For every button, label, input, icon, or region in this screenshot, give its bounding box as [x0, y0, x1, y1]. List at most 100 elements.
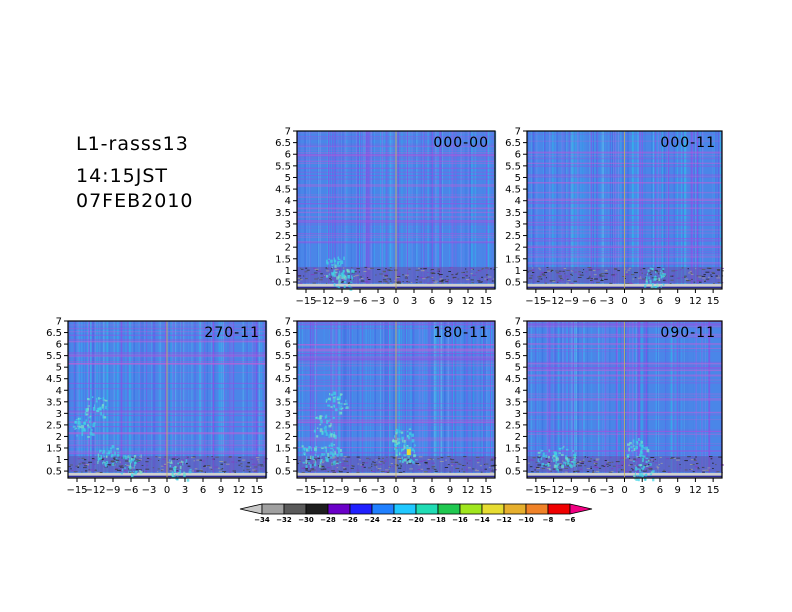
y-tick-label: 5 — [285, 363, 291, 374]
colorbar-segment — [547, 503, 571, 515]
y-tick-label: 6 — [285, 340, 291, 351]
colorbar-label: −14 — [474, 516, 490, 524]
y-tick-label: 6 — [285, 150, 291, 161]
x-tick-label: −3 — [599, 485, 614, 496]
y-tick-label: 1.5 — [275, 443, 291, 454]
y-tick-label: 4 — [515, 196, 521, 207]
colorbar-label: −28 — [320, 516, 336, 524]
x-tick-label: 0 — [621, 296, 627, 307]
y-tick-label: 2.5 — [505, 231, 521, 242]
x-tick-label: −9 — [564, 485, 579, 496]
colorbar-label: −18 — [430, 516, 446, 524]
y-tick-label: 5.5 — [46, 351, 62, 362]
x-tick-label: 0 — [164, 485, 170, 496]
echo-feature — [301, 391, 418, 469]
panel-label: 180-11 — [433, 325, 489, 341]
y-tick-label: 2 — [56, 432, 62, 443]
x-tick-label: −6 — [353, 485, 368, 496]
x-tick-label: −15 — [66, 485, 87, 496]
colorbar-label: −32 — [276, 516, 292, 524]
y-tick-label: 4.5 — [46, 374, 62, 385]
colorbar-label: −12 — [496, 516, 512, 524]
colorbar-over — [569, 503, 593, 515]
y-tick-label: 4 — [515, 386, 521, 397]
y-tick-label: 3.5 — [505, 397, 521, 408]
y-tick-label: 0.5 — [275, 467, 291, 478]
echo-feature — [72, 396, 192, 482]
x-tick-label: 0 — [393, 485, 399, 496]
date-label: 07FEB2010 — [76, 190, 194, 212]
colorbar-label: −8 — [543, 516, 554, 524]
y-tick-label: 4 — [285, 386, 291, 397]
y-tick-label: 3.5 — [46, 397, 62, 408]
y-tick-label: 1.5 — [275, 254, 291, 265]
echo-feature — [325, 256, 355, 291]
y-tick-label: 7 — [285, 127, 291, 138]
colorbar-segment — [503, 503, 527, 515]
x-tick-label: −3 — [371, 485, 386, 496]
x-tick-label: 6 — [200, 485, 206, 496]
y-tick-label: 0.5 — [46, 467, 62, 478]
colorbar-segment — [393, 503, 417, 515]
echo-feature — [644, 267, 666, 290]
x-tick-label: 15 — [707, 485, 720, 496]
x-tick-label: 12 — [233, 485, 246, 496]
y-tick-label: 1.5 — [505, 443, 521, 454]
x-tick-label: −3 — [371, 296, 386, 307]
y-tick-label: 5.5 — [505, 161, 521, 172]
y-tick-label: 3.5 — [505, 208, 521, 219]
y-tick-label: 3 — [285, 219, 291, 230]
colorbar-label: −22 — [386, 516, 402, 524]
panel-label: 270-11 — [204, 325, 260, 341]
y-tick-label: 7 — [56, 317, 62, 328]
x-tick-label: −6 — [582, 485, 597, 496]
x-tick-label: −3 — [142, 485, 157, 496]
x-tick-label: 15 — [480, 485, 493, 496]
y-tick-label: 3.5 — [275, 208, 291, 219]
panel-2: 000-11−15−12 −9 −6 −3 0 3 6 9 12 150.511.522.533.… — [505, 127, 724, 307]
x-tick-label: 12 — [689, 296, 702, 307]
panel-5: 090-11−15−12 −9 −6 −3 0 3 6 9 12 150.511.522.533.… — [505, 317, 724, 496]
y-tick-label: 5.5 — [505, 351, 521, 362]
y-tick-label: 4 — [56, 386, 62, 397]
x-tick-label: −12 — [84, 485, 105, 496]
x-tick-label: 12 — [462, 485, 475, 496]
y-tick-label: 1 — [515, 455, 521, 466]
colorbar-label: −24 — [364, 516, 380, 524]
y-tick-label: 5 — [515, 363, 521, 374]
x-tick-label: 9 — [447, 485, 453, 496]
x-tick-label: −6 — [582, 296, 597, 307]
y-tick-label: 3.5 — [275, 397, 291, 408]
colorbar-label: −20 — [408, 516, 424, 524]
x-tick-label: −12 — [543, 485, 564, 496]
y-tick-label: 6.5 — [46, 328, 62, 339]
x-tick-label: −9 — [564, 296, 579, 307]
y-tick-label: 4.5 — [505, 185, 521, 196]
y-tick-label: 1 — [515, 266, 521, 277]
x-tick-label: 3 — [639, 485, 645, 496]
x-tick-label: 6 — [429, 296, 435, 307]
colorbar-segment — [349, 503, 373, 515]
x-tick-label: 0 — [393, 296, 399, 307]
y-tick-label: 0.5 — [505, 467, 521, 478]
x-tick-label: 12 — [689, 485, 702, 496]
colorbar-segment — [415, 503, 439, 515]
y-tick-label: 3 — [515, 219, 521, 230]
colorbar-segment — [327, 503, 351, 515]
colorbar-segment — [481, 503, 505, 515]
y-tick-label: 6.5 — [505, 138, 521, 149]
y-tick-label: 6 — [515, 340, 521, 351]
y-tick-label: 6 — [56, 340, 62, 351]
station-title: L1-rasss13 — [76, 133, 189, 155]
x-tick-label: 9 — [674, 485, 680, 496]
colorbar-segment — [437, 503, 461, 515]
y-tick-label: 3 — [285, 409, 291, 420]
y-tick-label: 7 — [515, 317, 521, 328]
colorbar-label: −10 — [518, 516, 534, 524]
y-tick-label: 2.5 — [46, 420, 62, 431]
y-tick-label: 5.5 — [275, 351, 291, 362]
colorbar-segment — [305, 503, 329, 515]
y-tick-label: 6.5 — [275, 328, 291, 339]
x-tick-label: 9 — [447, 296, 453, 307]
